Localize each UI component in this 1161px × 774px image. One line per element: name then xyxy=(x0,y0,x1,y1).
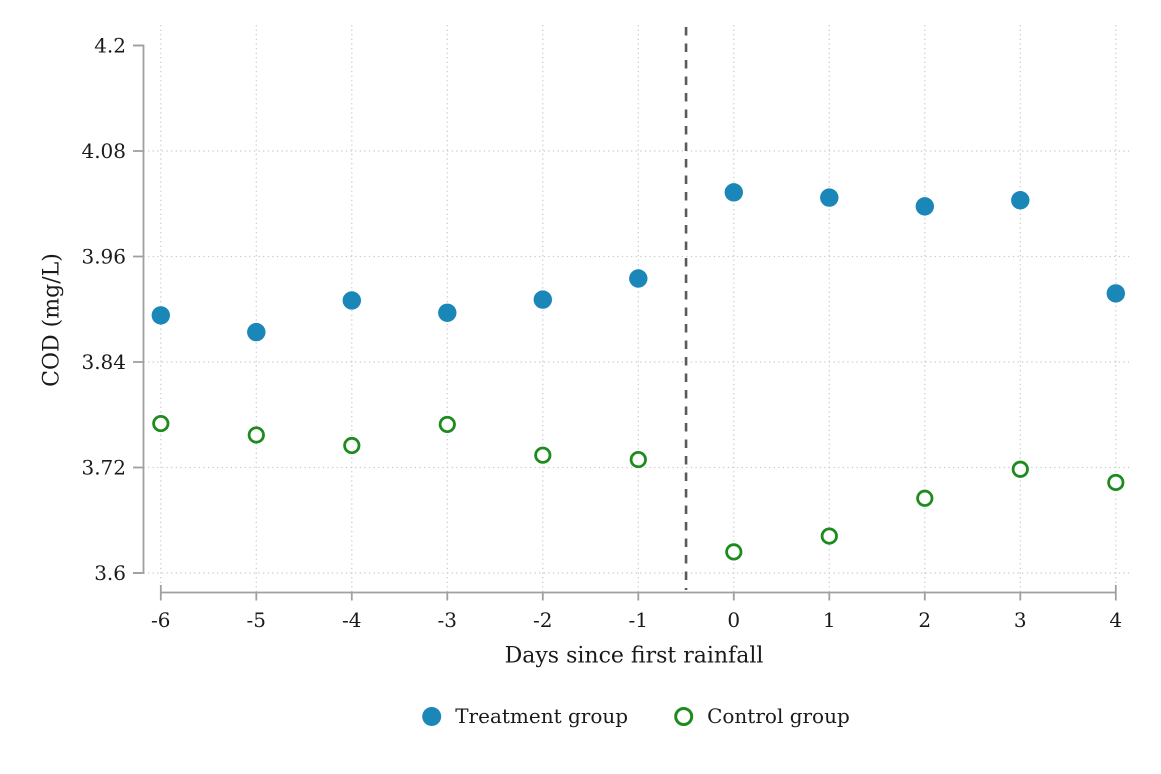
control-point xyxy=(152,414,170,433)
treatment-point xyxy=(533,290,552,309)
y-tick-label: 3.6 xyxy=(94,561,126,585)
control-point xyxy=(1011,460,1029,478)
y-tick-label: 3.96 xyxy=(81,244,126,268)
x-axis-title: Days since first rainfall xyxy=(504,643,764,669)
y-axis-line xyxy=(133,44,145,574)
control-point xyxy=(916,489,934,507)
y-tick-label: 3.84 xyxy=(81,350,126,374)
treatment-point xyxy=(151,306,170,325)
y-tick-label: 3.72 xyxy=(81,455,126,479)
treatment-point xyxy=(438,303,457,322)
treatment-point xyxy=(629,269,648,288)
treatment-point xyxy=(1106,284,1126,303)
legend-label-control: Control group xyxy=(707,704,850,728)
x-tick-label: 0 xyxy=(727,608,740,632)
x-tick-label: -2 xyxy=(533,608,552,632)
control-point xyxy=(438,415,456,434)
y-axis-title: COD (mg/L) xyxy=(39,253,65,387)
gridlines xyxy=(143,25,1130,592)
treatment-point xyxy=(247,322,266,342)
treatment-point xyxy=(1011,191,1030,210)
x-tick-label: -3 xyxy=(438,608,457,632)
x-tick-label: -4 xyxy=(342,608,361,632)
x-tick-label: 4 xyxy=(1109,608,1122,632)
x-tick-label: 3 xyxy=(1014,608,1027,632)
y-tick-label: 4.2 xyxy=(94,33,126,57)
control-point xyxy=(534,446,552,464)
control-point xyxy=(247,426,265,444)
axes xyxy=(133,44,1117,601)
control-point xyxy=(1107,473,1125,492)
control-point xyxy=(820,527,838,545)
data-points xyxy=(151,183,1126,561)
control-point xyxy=(343,436,361,455)
treatment-marker-icon xyxy=(422,706,442,726)
legend-item-treatment: Treatment group xyxy=(422,704,628,728)
x-tick-label: -6 xyxy=(151,608,170,632)
x-tick-label: -5 xyxy=(247,608,266,632)
treatment-point xyxy=(820,188,839,207)
x-tick-label: 1 xyxy=(823,608,836,632)
legend-label-treatment: Treatment group xyxy=(455,704,629,728)
treatment-point xyxy=(915,197,934,216)
x-tick-label: -1 xyxy=(629,608,648,632)
tick-labels: 3.6 3.72 3.84 3.96 4.08 4.2 -6 -5 -4 -3 -2 -1 0 1 2 3 4 xyxy=(81,33,1122,632)
control-point xyxy=(629,450,647,469)
y-tick-label: 4.08 xyxy=(81,139,126,163)
treatment-point xyxy=(724,183,743,202)
legend-item-control: Control group xyxy=(674,704,850,728)
control-marker-icon xyxy=(674,706,694,726)
control-point xyxy=(725,543,743,561)
x-tick-label: 2 xyxy=(918,608,931,632)
legend: Treatment group Control group xyxy=(422,704,850,728)
treatment-point xyxy=(342,291,361,310)
